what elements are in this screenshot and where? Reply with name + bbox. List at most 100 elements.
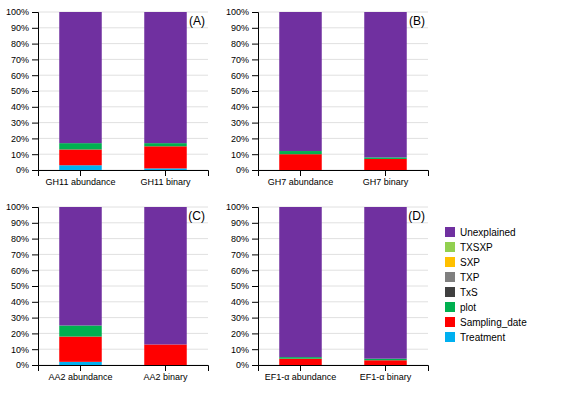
bar-segment <box>144 207 187 344</box>
y-tick: 0% <box>236 165 258 175</box>
grid <box>38 207 208 365</box>
y-tick: 70% <box>11 55 38 65</box>
y-tick: 20% <box>231 329 258 339</box>
x-tick: EF1-α binary <box>360 365 412 382</box>
y-tick-label: 40% <box>231 297 249 307</box>
x-tick-label: GH7 abundance <box>268 177 334 187</box>
y-tick-label: 70% <box>11 250 29 260</box>
y-tick-label: 40% <box>11 102 29 112</box>
y-tick-label: 70% <box>11 55 29 65</box>
y-tick-label: 80% <box>231 39 249 49</box>
legend-item: Unexplained <box>445 227 516 238</box>
bar-segment <box>59 149 102 165</box>
y-tick-mark <box>252 223 258 224</box>
y-axis: 0%10%20%30%40%50%60%70%80%90%100% <box>6 202 39 370</box>
y-tick: 60% <box>11 71 38 81</box>
bar-segment <box>59 165 102 170</box>
legend-label: SXP <box>460 257 480 268</box>
bar-segment <box>59 12 102 143</box>
y-tick-label: 20% <box>11 329 29 339</box>
y-tick-mark <box>32 75 38 76</box>
legend-label: TXSXP <box>460 242 493 253</box>
y-tick-mark <box>252 170 258 171</box>
grid <box>38 12 208 170</box>
y-tick-mark <box>252 154 258 155</box>
legend-swatch <box>445 227 455 237</box>
y-tick: 90% <box>231 23 258 33</box>
y-tick: 10% <box>231 345 258 355</box>
grid <box>258 207 428 365</box>
y-tick: 10% <box>11 150 38 160</box>
legend: UnexplainedTXSXPSXPTXPTxSplotSampling_da… <box>445 227 527 343</box>
legend-swatch <box>445 272 455 282</box>
x-tick-label: AA2 abundance <box>48 372 112 382</box>
legend-label: Sampling_date <box>460 317 527 328</box>
y-tick-mark <box>252 333 258 334</box>
y-tick-mark <box>252 59 258 60</box>
y-tick: 60% <box>11 266 38 276</box>
x-axis: EF1-α abundance EF1-α binary <box>259 365 429 382</box>
y-tick-label: 0% <box>236 360 249 370</box>
axis-domain <box>32 208 39 366</box>
bars <box>279 207 407 365</box>
y-tick-mark <box>252 107 258 108</box>
y-tick: 60% <box>231 71 258 81</box>
y-tick-label: 80% <box>11 39 29 49</box>
bar-segment <box>144 143 187 146</box>
y-tick-mark <box>252 123 258 124</box>
x-tick-label: EF1-α abundance <box>265 372 337 382</box>
y-tick: 30% <box>11 313 38 323</box>
bar-segment <box>279 12 322 151</box>
y-tick-mark <box>252 91 258 92</box>
legend-swatch <box>445 242 455 252</box>
y-tick-mark <box>252 349 258 350</box>
panel: 0%10%20%30%40%50%60%70%80%90%100%AA2 abu… <box>6 202 209 382</box>
y-tick-mark <box>32 138 38 139</box>
bar-segment <box>144 168 187 170</box>
y-tick-label: 50% <box>11 86 29 96</box>
y-tick-mark <box>252 28 258 29</box>
y-tick-mark <box>252 75 258 76</box>
y-tick-label: 90% <box>231 23 249 33</box>
x-tick: GH7 abundance <box>268 170 334 187</box>
y-tick: 0% <box>16 165 38 175</box>
panel: 0%10%20%30%40%50%60%70%80%90%100%EF1-α a… <box>226 202 429 382</box>
axis-domain <box>252 208 259 366</box>
x-tick: GH11 abundance <box>46 170 116 187</box>
x-tick-mark <box>385 365 386 371</box>
y-axis: 0%10%20%30%40%50%60%70%80%90%100% <box>226 202 259 370</box>
y-tick-mark <box>32 302 38 303</box>
y-tick-mark <box>32 170 38 171</box>
y-tick-label: 70% <box>231 250 249 260</box>
y-tick-mark <box>32 123 38 124</box>
bar-segment <box>279 357 322 359</box>
legend-swatch <box>445 257 455 267</box>
y-tick: 0% <box>16 360 38 370</box>
y-tick-mark <box>32 207 38 208</box>
x-axis: GH7 abundance GH7 binary <box>259 170 429 187</box>
legend-item: Treatment <box>445 332 505 343</box>
panel-label: (D) <box>408 209 425 223</box>
legend-item: Sampling_date <box>445 317 527 328</box>
y-tick: 50% <box>231 86 258 96</box>
y-tick: 100% <box>226 202 258 212</box>
bar-segment <box>364 157 407 159</box>
x-axis: GH11 abundanceGH11 binary <box>39 170 209 187</box>
x-tick: GH7 binary <box>363 170 409 187</box>
x-tick-label: EF1-α binary <box>360 372 412 382</box>
y-tick-label: 40% <box>231 102 249 112</box>
bar-segment <box>279 359 322 365</box>
panel-label: (B) <box>409 14 425 28</box>
legend-swatch <box>445 287 455 297</box>
y-tick-mark <box>252 138 258 139</box>
panel: 0%10%20%30%40%50%60%70%80%90%100%GH11 ab… <box>6 7 209 187</box>
y-tick: 80% <box>231 234 258 244</box>
y-tick-label: 30% <box>11 118 29 128</box>
y-tick-label: 60% <box>11 266 29 276</box>
x-axis: AA2 abundanceAA2 binary <box>39 365 209 382</box>
y-tick-label: 10% <box>11 150 29 160</box>
y-tick: 40% <box>11 102 38 112</box>
y-tick-label: 80% <box>11 234 29 244</box>
y-tick-mark <box>32 154 38 155</box>
y-tick-label: 30% <box>11 313 29 323</box>
